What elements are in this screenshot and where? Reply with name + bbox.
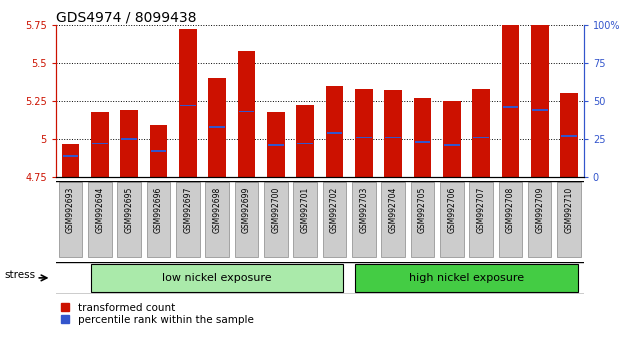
Text: GSM992710: GSM992710 [564, 187, 574, 233]
Bar [151, 150, 166, 152]
Bar [297, 143, 313, 144]
Bar [355, 89, 373, 177]
FancyBboxPatch shape [176, 182, 199, 257]
Text: GSM992707: GSM992707 [476, 187, 486, 233]
Bar [63, 155, 78, 156]
FancyBboxPatch shape [88, 182, 112, 257]
Bar [179, 29, 197, 177]
Text: GSM992703: GSM992703 [360, 187, 368, 233]
Text: GSM992704: GSM992704 [389, 187, 397, 233]
Bar [502, 25, 519, 177]
Bar [356, 137, 372, 138]
Bar [296, 105, 314, 177]
FancyBboxPatch shape [235, 182, 258, 257]
FancyBboxPatch shape [528, 182, 551, 257]
FancyBboxPatch shape [469, 182, 493, 257]
Bar [120, 110, 138, 177]
Text: GSM992693: GSM992693 [66, 187, 75, 233]
FancyBboxPatch shape [499, 182, 522, 257]
Bar [532, 109, 548, 111]
Text: GDS4974 / 8099438: GDS4974 / 8099438 [56, 11, 196, 25]
FancyBboxPatch shape [410, 182, 434, 257]
Bar [61, 143, 79, 177]
Legend: transformed count, percentile rank within the sample: transformed count, percentile rank withi… [61, 303, 253, 325]
FancyBboxPatch shape [59, 182, 82, 257]
Bar [92, 143, 108, 144]
Text: GSM992696: GSM992696 [154, 187, 163, 233]
Text: high nickel exposure: high nickel exposure [409, 273, 524, 283]
FancyBboxPatch shape [381, 182, 405, 257]
Bar [414, 98, 431, 177]
Bar [325, 86, 343, 177]
FancyBboxPatch shape [323, 182, 347, 257]
Bar [267, 112, 284, 177]
Bar [531, 25, 548, 177]
FancyBboxPatch shape [91, 263, 343, 292]
FancyBboxPatch shape [206, 182, 229, 257]
Bar [443, 101, 461, 177]
Text: GSM992695: GSM992695 [125, 187, 134, 233]
Bar [209, 78, 226, 177]
Text: GSM992699: GSM992699 [242, 187, 251, 233]
Bar [327, 132, 342, 134]
Bar [473, 137, 489, 138]
FancyBboxPatch shape [558, 182, 581, 257]
Bar [473, 89, 490, 177]
Text: low nickel exposure: low nickel exposure [162, 273, 272, 283]
Bar [561, 135, 577, 137]
Bar [209, 126, 225, 128]
Text: GSM992702: GSM992702 [330, 187, 339, 233]
Bar [385, 137, 401, 138]
Bar [150, 125, 167, 177]
Text: GSM992709: GSM992709 [535, 187, 544, 233]
FancyBboxPatch shape [293, 182, 317, 257]
Bar [268, 144, 284, 146]
FancyBboxPatch shape [147, 182, 170, 257]
Bar [415, 141, 430, 143]
Text: GSM992705: GSM992705 [418, 187, 427, 233]
Text: GSM992694: GSM992694 [96, 187, 104, 233]
Text: GSM992698: GSM992698 [212, 187, 222, 233]
Text: GSM992700: GSM992700 [271, 187, 280, 233]
Bar [121, 138, 137, 140]
Bar [238, 111, 255, 113]
Bar [560, 93, 578, 177]
FancyBboxPatch shape [352, 182, 376, 257]
Text: GSM992697: GSM992697 [183, 187, 193, 233]
FancyBboxPatch shape [355, 263, 578, 292]
Text: GSM992708: GSM992708 [506, 187, 515, 233]
FancyBboxPatch shape [117, 182, 141, 257]
FancyBboxPatch shape [264, 182, 288, 257]
Bar [91, 112, 109, 177]
Text: stress: stress [4, 270, 35, 280]
Bar [444, 144, 460, 146]
FancyBboxPatch shape [440, 182, 463, 257]
Text: GSM992706: GSM992706 [447, 187, 456, 233]
Text: GSM992701: GSM992701 [301, 187, 310, 233]
Bar [384, 90, 402, 177]
Bar [238, 51, 255, 177]
Bar [180, 104, 196, 106]
Bar [502, 106, 519, 108]
